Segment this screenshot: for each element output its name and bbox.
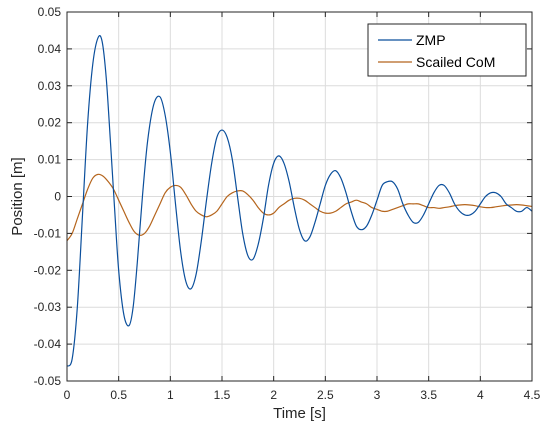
x-tick-label: 1 bbox=[167, 388, 174, 402]
y-tick-label: -0.01 bbox=[34, 226, 62, 240]
series-line-zmp bbox=[66, 34, 533, 367]
tick-labels: 0 0.5 1 1.5 2 2.5 3 3.5 4 4.5 -0.05 -0.04 -0.03 -0.02… bbox=[34, 5, 541, 402]
y-tick-label: -0.03 bbox=[34, 300, 62, 314]
y-tick-label: 0.04 bbox=[38, 42, 62, 56]
y-tick-label: 0.01 bbox=[38, 153, 62, 167]
x-axis-label: Time [s] bbox=[273, 405, 326, 422]
ticks bbox=[66, 11, 533, 382]
y-axis-label: Position [m] bbox=[9, 157, 26, 235]
y-tick-label: -0.05 bbox=[34, 374, 62, 388]
y-tick-label: -0.02 bbox=[34, 263, 62, 277]
grid bbox=[66, 11, 533, 382]
x-tick-label: 4 bbox=[477, 388, 484, 402]
x-tick-label: 0.5 bbox=[110, 388, 127, 402]
legend-box bbox=[367, 23, 527, 77]
legend-entry-zmp: ZMP bbox=[416, 32, 446, 48]
x-tick-label: 0 bbox=[64, 388, 71, 402]
y-tick-label: 0.02 bbox=[38, 116, 62, 130]
x-tick-label: 4.5 bbox=[524, 388, 541, 402]
y-tick-label: 0.05 bbox=[38, 5, 62, 19]
legend: ZMP Scailed CoM bbox=[367, 23, 527, 77]
x-tick-label: 3 bbox=[374, 388, 381, 402]
series-line-scaled-com bbox=[66, 173, 533, 242]
y-tick-label: 0.03 bbox=[38, 79, 62, 93]
x-tick-label: 1.5 bbox=[214, 388, 231, 402]
x-tick-label: 2 bbox=[270, 388, 277, 402]
x-tick-label: 2.5 bbox=[317, 388, 334, 402]
legend-entry-scaled-com: Scailed CoM bbox=[416, 54, 495, 70]
x-tick-label: 3.5 bbox=[420, 388, 437, 402]
y-tick-label: 0 bbox=[54, 190, 61, 204]
y-tick-label: -0.04 bbox=[34, 337, 62, 351]
series-layer bbox=[66, 34, 533, 367]
